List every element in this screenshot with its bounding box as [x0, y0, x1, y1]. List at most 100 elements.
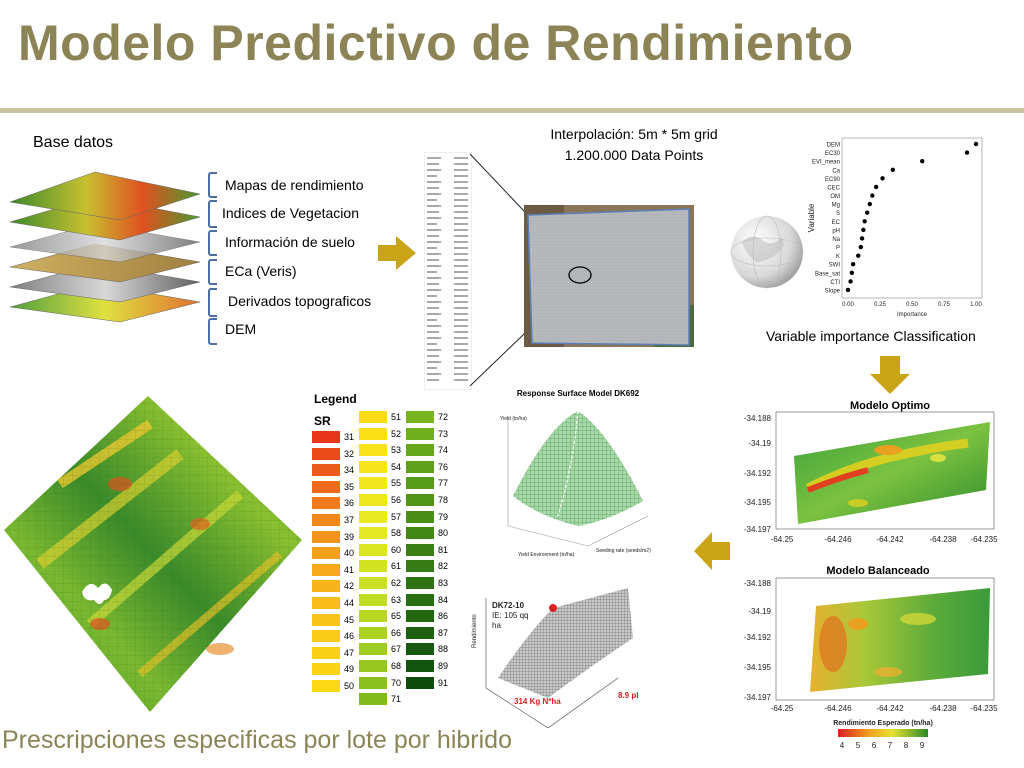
- legend-entry: 62: [359, 576, 401, 590]
- legend-swatch: [406, 560, 434, 573]
- vi-variable-label: Slope: [825, 289, 841, 295]
- legend-entry: 63: [359, 593, 401, 607]
- legend-entry: 39: [312, 530, 354, 544]
- colorbar-tick: 6: [872, 741, 877, 750]
- legend-value: 89: [438, 661, 449, 671]
- legend-value: 45: [344, 614, 355, 625]
- legend-value: 72: [438, 412, 449, 422]
- vi-point: [870, 193, 875, 198]
- prescription-map: [4, 396, 302, 712]
- legend-entry: 56: [359, 493, 401, 507]
- colorbar-tick: 9: [920, 741, 925, 750]
- vi-point: [861, 227, 866, 233]
- title-divider: [0, 108, 1024, 113]
- bottom-caption: Prescripciones especificas por lote por …: [2, 726, 512, 754]
- legend-entry: 36: [312, 496, 354, 510]
- legend-value: 42: [344, 581, 355, 592]
- bracket-icon: [208, 259, 217, 285]
- arrow-down-icon: [870, 356, 910, 394]
- y-tick: -34.197: [744, 693, 772, 702]
- globe-icon: [730, 215, 804, 289]
- list-item: Información de suelo: [225, 234, 355, 250]
- arrow-left-icon: [694, 532, 730, 570]
- legend-entry: 31: [312, 430, 354, 444]
- legend-entry: 53: [359, 443, 401, 457]
- legend-value: 40: [344, 548, 355, 559]
- x-tick: -64.235: [970, 704, 998, 713]
- colorbar-tick: 7: [888, 741, 893, 750]
- legend-value: 62: [391, 578, 402, 588]
- legend-value: 58: [391, 528, 402, 539]
- legend-value: 91: [438, 677, 449, 688]
- legend-entry: 77: [406, 476, 448, 490]
- vi-point: [849, 270, 855, 276]
- legend-entry: 34: [312, 463, 354, 477]
- legend-entry: 74: [406, 443, 448, 457]
- modelo-optimo-map: Modelo Optimo -34.188 -34.19 -34.192 -34…: [738, 398, 1000, 546]
- legend-entry: 82: [406, 559, 448, 573]
- legend-swatch: [406, 444, 434, 457]
- legend-value: 63: [391, 594, 402, 605]
- legend-value: 35: [344, 481, 355, 492]
- legend-value: 54: [391, 461, 402, 472]
- legend-swatch: [312, 530, 340, 543]
- interpolation-line-2: 1.200.000 Data Points: [564, 147, 704, 163]
- legend-entry: 79: [406, 510, 448, 524]
- y-tick: -34.188: [744, 579, 772, 588]
- modelo-balanceado-title: Modelo Balanceado: [826, 565, 930, 577]
- legend-entry: 60: [359, 543, 401, 557]
- vi-variable-label: CTI: [830, 280, 840, 286]
- legend-entry: 83: [406, 576, 448, 590]
- y-tick: -34.19: [748, 439, 771, 448]
- colorbar-label: Rendimiento Esperado (tn/ha): [833, 720, 933, 727]
- legend-entry: 41: [312, 563, 354, 577]
- legend-value: 46: [344, 631, 355, 642]
- legend-value: 47: [344, 647, 355, 658]
- legend-value: 49: [344, 664, 355, 675]
- legend-entry: 55: [359, 476, 401, 490]
- legend-swatch: [312, 663, 340, 676]
- x-tick: -64.235: [970, 535, 998, 544]
- legend-entry: 51: [359, 410, 401, 424]
- vi-variable-label: pH: [832, 228, 840, 234]
- legend-header: SR: [314, 414, 331, 428]
- dk72-n-rate: 314 Kg N*ha: [514, 697, 561, 706]
- bracket-icon: [208, 288, 217, 317]
- legend-value: 51: [391, 412, 402, 422]
- dk72-ie: IE: 105 qq: [492, 611, 528, 620]
- vi-point: [862, 219, 867, 224]
- vi-x-tick: 0.25: [874, 302, 886, 308]
- legend-entry: 44: [312, 596, 354, 610]
- legend-entry: 50: [312, 679, 354, 693]
- bracket-icon: [208, 172, 217, 198]
- legend-swatch: [312, 497, 340, 510]
- layered-maps-image: [9, 171, 201, 323]
- legend-swatch: [312, 563, 340, 576]
- list-item: Derivados topograficos: [228, 293, 372, 309]
- vi-point: [865, 210, 870, 215]
- legend-swatch: [406, 543, 434, 556]
- legend-entry: 65: [359, 609, 401, 623]
- vi-xlabel: Importance: [897, 312, 928, 318]
- colorbar: [838, 729, 928, 737]
- vi-point: [858, 244, 863, 250]
- interpolation-caption: Interpolación: 5m * 5m grid 1.200.000 Da…: [520, 124, 748, 166]
- y-tick: -34.197: [744, 525, 772, 534]
- vi-variable-label: CEC: [827, 185, 840, 191]
- vi-variable-label: OM: [830, 194, 840, 200]
- vi-point: [964, 150, 970, 155]
- legend-swatch: [359, 577, 387, 589]
- legend-entry: 32: [312, 447, 354, 461]
- legend-title: Legend: [314, 392, 357, 406]
- list-item: Mapas de rendimiento: [225, 177, 364, 193]
- bracket-icon: [208, 200, 217, 228]
- legend-value: 68: [391, 661, 402, 671]
- legend-entry: 89: [406, 659, 448, 673]
- list-item: DEM: [225, 321, 257, 337]
- list-item: Indices de Vegetacion: [222, 205, 359, 221]
- vi-point: [920, 158, 925, 164]
- vi-variable-label: Mg: [832, 203, 840, 209]
- legend-value: 36: [344, 498, 355, 509]
- legend-entry: 76: [406, 460, 448, 474]
- grid-satellite-image: [524, 205, 694, 347]
